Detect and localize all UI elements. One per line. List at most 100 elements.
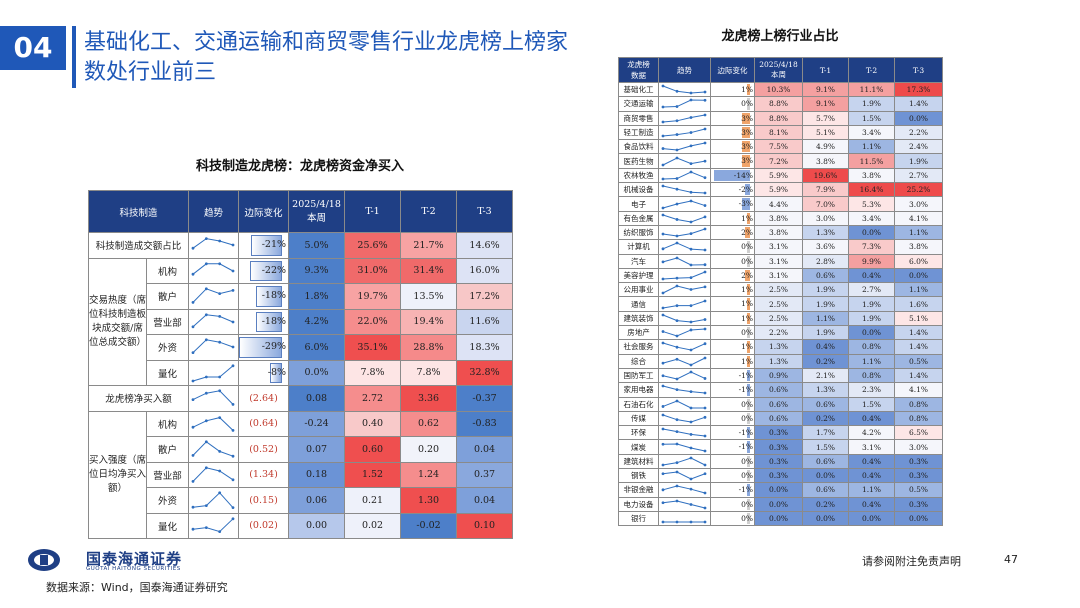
- sparkline-point: [661, 413, 665, 417]
- sparkline-point: [689, 99, 693, 102]
- share-value-cell: 5.1%: [894, 310, 943, 327]
- sparkline-point: [661, 463, 665, 467]
- change-bar: [239, 337, 283, 358]
- marginal-change-value: -2%: [738, 185, 753, 195]
- share-value-cell: 6.0%: [894, 253, 943, 269]
- industry-row: 家用电器 -1% 0.6% 1.3% 2.3% 4.1%: [618, 382, 943, 398]
- sparkline-point: [675, 334, 679, 338]
- change-bar: [742, 198, 750, 210]
- share-value-cell: 2.3%: [848, 382, 895, 398]
- industry-name: 医药生物: [618, 153, 659, 169]
- industry-name: 通信: [618, 296, 659, 312]
- marginal-change-cell: (1.34): [238, 461, 290, 488]
- sparkline-point: [231, 243, 235, 247]
- sparkline-line: [662, 385, 706, 394]
- share-value-cell: 0.8%: [894, 396, 943, 412]
- share-value-cell: 0.4%: [848, 410, 895, 427]
- row-sublabel: 外资: [145, 334, 190, 361]
- sparkline-point: [689, 328, 693, 332]
- left-table-row: 量化 (0.02) 0.00 0.02 -0.02 0.10: [89, 512, 514, 539]
- change-bar: [249, 260, 283, 281]
- marginal-change-value: 1%: [741, 285, 753, 295]
- sparkline-point: [675, 319, 679, 322]
- value-cell: 7.8%: [344, 359, 402, 386]
- industry-row: 纺织服饰 2% 3.8% 1.3% 0.0% 1.1%: [618, 224, 943, 241]
- sparkline-point: [661, 427, 665, 431]
- change-bar: [255, 311, 283, 332]
- share-value-cell: 4.1%: [894, 382, 943, 398]
- share-value-cell: 1.1%: [848, 139, 895, 155]
- sparkline-point: [689, 91, 693, 95]
- industry-row: 煤炭 -1% 0.3% 1.5% 3.1% 3.0%: [618, 439, 943, 455]
- marginal-change-value: 0%: [741, 471, 753, 481]
- share-value-cell: 5.9%: [754, 182, 803, 198]
- marginal-change-value: (2.64): [249, 392, 278, 404]
- left-col-header: 科技制造: [87, 190, 190, 233]
- share-value-cell: 0.2%: [802, 496, 849, 512]
- share-value-cell: 0.4%: [848, 267, 895, 284]
- share-value-cell: 1.1%: [848, 353, 895, 369]
- change-bar: [270, 362, 283, 383]
- trend-cell: [658, 453, 711, 470]
- marginal-change-cell: 1%: [710, 310, 755, 327]
- sparkline-line: [662, 142, 706, 151]
- share-value-cell: 1.9%: [848, 96, 895, 112]
- group-label: 买入强度（席位日均净买入额）: [88, 410, 147, 539]
- share-value-cell: 4.9%: [802, 139, 849, 155]
- value-cell: 0.20: [400, 436, 458, 463]
- trend-cell: [658, 167, 711, 184]
- marginal-change-cell: 1%: [710, 296, 755, 312]
- sparkline-point: [675, 156, 679, 160]
- share-value-cell: 2.7%: [894, 167, 943, 184]
- trend-cell: [188, 283, 240, 310]
- industry-name: 基础化工: [618, 81, 659, 98]
- trend-sparkline: [191, 440, 235, 458]
- sparkline-point: [661, 232, 665, 236]
- share-value-cell: 8.1%: [754, 124, 803, 141]
- sparkline-point: [689, 170, 693, 174]
- industry-row: 社会服务 1% 1.3% 0.4% 0.8% 1.4%: [618, 339, 943, 355]
- sparkline-point: [204, 375, 208, 379]
- industry-row: 基础化工 1% 10.3% 9.1% 11.1% 17.3%: [618, 81, 943, 98]
- sparkline-point: [703, 449, 707, 452]
- share-value-cell: 1.9%: [802, 325, 849, 341]
- industry-share-table: 龙虎榜 数据 趋势 边际变化 2025/4/18 本周 T-1 T-2 T-3 基础化工 1%…: [618, 57, 943, 527]
- sparkline-point: [675, 284, 679, 288]
- industry-name: 纺织服饰: [618, 224, 659, 241]
- share-value-cell: 1.3%: [754, 339, 803, 355]
- sparkline-point: [703, 203, 707, 207]
- trend-sparkline: [661, 299, 707, 309]
- trend-cell: [658, 367, 711, 384]
- sparkline-point: [689, 363, 693, 367]
- sparkline-point: [675, 148, 679, 152]
- change-bar: [742, 112, 750, 124]
- trend-cell: [658, 196, 711, 212]
- trend-sparkline: [191, 313, 235, 328]
- sparkline-point: [661, 384, 665, 388]
- sparkline-point: [191, 454, 195, 458]
- value-cell: 6.0%: [288, 334, 346, 361]
- marginal-change-value: -8%: [267, 366, 287, 378]
- trend-sparkline: [191, 491, 235, 510]
- sparkline-point: [231, 455, 235, 458]
- share-value-cell: 19.6%: [802, 167, 849, 184]
- page-title: 基础化工、交通运输和商贸零售行业龙虎榜上榜家数处行业前三: [84, 30, 569, 85]
- value-cell: 14.6%: [456, 232, 514, 259]
- industry-name: 食品饮料: [618, 139, 659, 155]
- section-number: 04: [0, 26, 66, 70]
- industry-row: 美容护理 2% 3.1% 0.6% 0.4% 0.0%: [618, 267, 943, 284]
- share-value-cell: 0.0%: [848, 325, 895, 341]
- sparkline-point: [675, 276, 679, 280]
- marginal-change-cell: 2%: [710, 267, 755, 284]
- industry-name: 商贸零售: [618, 110, 659, 126]
- share-value-cell: 7.2%: [754, 153, 803, 169]
- sparkline-point: [703, 249, 707, 252]
- sparkline-point: [675, 430, 679, 434]
- sparkline-point: [661, 184, 665, 188]
- sparkline-point: [703, 285, 707, 289]
- share-value-cell: 1.9%: [894, 153, 943, 169]
- sparkline-point: [703, 520, 707, 524]
- change-bar: [255, 286, 283, 307]
- sparkline-point: [703, 327, 707, 331]
- share-value-cell: 0.2%: [802, 353, 849, 369]
